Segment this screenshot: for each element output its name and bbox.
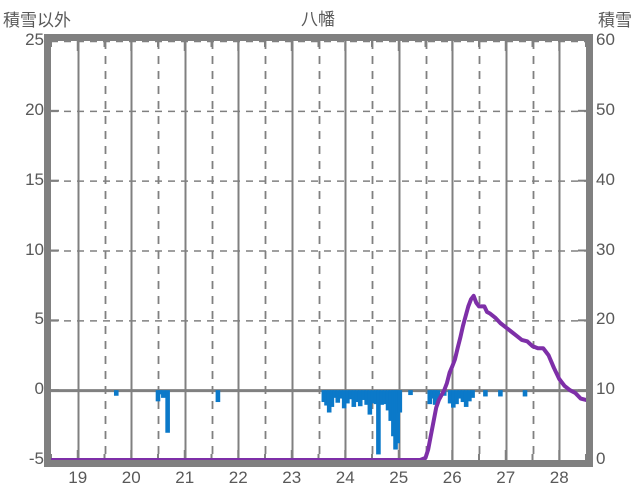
chart-plot-area [51, 41, 586, 460]
y-axis-left-tick-label: -5 [28, 449, 44, 468]
x-axis-tick-label: 21 [175, 468, 195, 487]
x-axis-tick-label: 23 [282, 468, 302, 487]
x-axis-tick-label: 19 [68, 468, 88, 487]
x-axis-tick-label: 25 [389, 468, 409, 487]
y-axis-right-tick-label: 0 [596, 449, 606, 468]
y-axis-right-tick-label: 60 [596, 30, 615, 49]
x-axis-tick-label: 28 [549, 468, 569, 487]
right-axis-unit-label: 積雪 [598, 11, 632, 30]
y-axis-right-tick-label: 30 [596, 239, 615, 259]
y-axis-left-tick-label: 15 [25, 169, 44, 189]
y-axis-left-tick-label: 5 [34, 309, 44, 329]
x-axis-tick-label: 20 [121, 468, 141, 487]
x-axis-tick-label: 26 [442, 468, 462, 487]
x-axis-tick-label: 24 [335, 468, 355, 487]
y-axis-right-tick-label: 40 [596, 169, 615, 189]
x-axis-tick-label: 22 [228, 468, 248, 487]
chart-title: 八幡 [301, 10, 335, 29]
y-axis-left-tick-label: 20 [25, 99, 44, 119]
y-axis-left-tick-label: 10 [25, 239, 44, 259]
left-axis-unit-label: 積雪以外 [3, 11, 71, 30]
y-axis-right-tick-label: 50 [596, 99, 615, 119]
y-axis-left-tick-label: 25 [25, 30, 44, 49]
y-axis-right-tick-label: 10 [596, 379, 615, 399]
y-axis-right-tick-label: 20 [596, 309, 615, 329]
y-axis-left-tick-label: 0 [34, 379, 44, 399]
x-axis-tick-label: 27 [496, 468, 516, 487]
